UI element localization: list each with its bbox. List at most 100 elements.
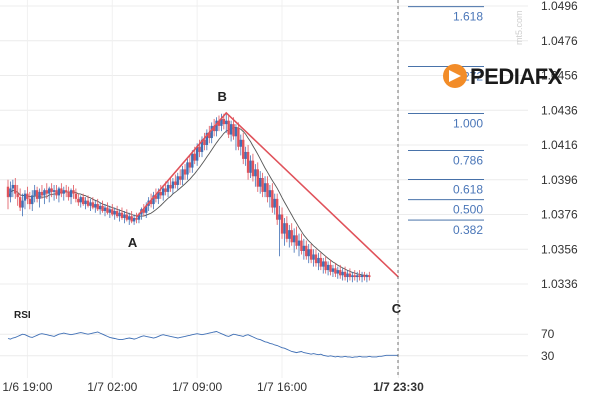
candle-body: [317, 257, 320, 264]
candle-body: [91, 202, 95, 208]
candle-body: [368, 275, 371, 278]
candle-body: [123, 214, 126, 218]
candle-body: [81, 197, 85, 205]
fib-level-label: 0.618: [453, 182, 483, 196]
time-tick-label: 1/7 09:00: [172, 380, 222, 394]
candle-body: [43, 190, 46, 196]
candle-body: [149, 200, 153, 205]
candle-body: [159, 191, 162, 196]
candle-body: [302, 245, 306, 251]
candle-body: [14, 184, 17, 194]
rsi-grid: [0, 333, 528, 357]
candle-body: [244, 151, 247, 159]
candle-body: [261, 178, 264, 192]
candle-body: [31, 195, 34, 205]
candle-body: [343, 271, 347, 278]
candle-body: [132, 217, 136, 222]
candle-body: [40, 191, 44, 196]
rsi-title: RSI: [14, 310, 31, 321]
candle-body: [103, 207, 107, 212]
candle-body: [186, 162, 189, 175]
candle-body: [188, 162, 192, 168]
candle-body: [50, 188, 53, 192]
candle-body: [69, 190, 73, 198]
candle-body: [351, 275, 354, 278]
candle-body: [67, 191, 70, 198]
candle-body: [263, 183, 267, 192]
candle-body: [94, 204, 97, 208]
candle-body: [154, 195, 158, 199]
candle-body: [208, 132, 211, 139]
candle-body: [217, 120, 221, 126]
candle-body: [212, 125, 216, 132]
candle-body: [300, 240, 303, 251]
fib-level-label: 0.500: [453, 203, 483, 217]
price-grid: [0, 0, 528, 378]
candle-body: [176, 176, 179, 185]
candle-body: [292, 235, 296, 243]
fib-level-label: 0.382: [453, 223, 483, 237]
candle-body: [203, 139, 206, 145]
candle-body: [128, 216, 131, 220]
fib-level-label: 1.618: [453, 10, 483, 24]
candle-body: [356, 275, 359, 278]
candle-body: [171, 181, 175, 189]
rsi-panel: 70 30: [7, 327, 555, 363]
candle-body: [285, 223, 289, 239]
price-tick-label: 1.0456: [541, 69, 578, 83]
candle-body: [11, 184, 15, 189]
candle-body: [77, 198, 80, 203]
candle-body: [89, 202, 92, 206]
candle-body: [319, 257, 323, 267]
candle-body: [322, 261, 325, 267]
candle-body: [295, 235, 298, 246]
candle-body: [169, 184, 172, 189]
candle-body: [135, 217, 138, 220]
price-tick-label: 1.0376: [541, 208, 578, 222]
candle-body: [249, 160, 252, 173]
candle-body: [283, 223, 286, 234]
candle-body: [271, 190, 274, 208]
candle-body: [346, 273, 349, 278]
rsi-line: [7, 331, 399, 358]
candle-body: [358, 275, 361, 278]
candle-body: [101, 205, 104, 212]
candle-body: [33, 190, 36, 196]
candle-body: [348, 273, 352, 278]
candle-body: [115, 211, 119, 217]
time-tick-label: 1/6 19:00: [2, 380, 52, 394]
candle-body: [60, 188, 63, 194]
candle-body: [312, 254, 315, 260]
candle-body: [26, 193, 29, 199]
candle-body: [254, 169, 257, 177]
time-tick-label: 1/7 23:30: [373, 380, 424, 394]
candle-body: [152, 195, 155, 205]
time-tick-label: 1/7 16:00: [257, 380, 307, 394]
candle-body: [200, 139, 204, 152]
candle-body: [365, 275, 369, 278]
candle-body: [268, 190, 272, 198]
price-tick-label: 1.0396: [541, 173, 578, 187]
candle-body: [120, 212, 124, 218]
candle-body: [329, 264, 332, 272]
candle-body: [334, 268, 337, 274]
candle-body: [57, 188, 61, 196]
candle-body: [227, 120, 230, 135]
candle-body: [191, 153, 194, 168]
candle-body: [307, 249, 310, 257]
candle-body: [360, 275, 364, 278]
candle-body: [86, 200, 90, 206]
candle-body: [220, 118, 223, 126]
candle-body: [130, 216, 133, 222]
candle-body: [195, 146, 199, 161]
candle-body: [9, 188, 12, 198]
candle-body: [305, 245, 308, 257]
brand-logo: PEDIAFX: [443, 64, 563, 89]
candle-body: [331, 268, 335, 272]
candle-body: [23, 193, 27, 201]
candle-body: [242, 139, 245, 159]
candle-body: [259, 178, 262, 187]
price-tick-label: 1.0336: [541, 277, 578, 291]
candle-body: [324, 261, 327, 271]
candle-body: [336, 270, 339, 274]
